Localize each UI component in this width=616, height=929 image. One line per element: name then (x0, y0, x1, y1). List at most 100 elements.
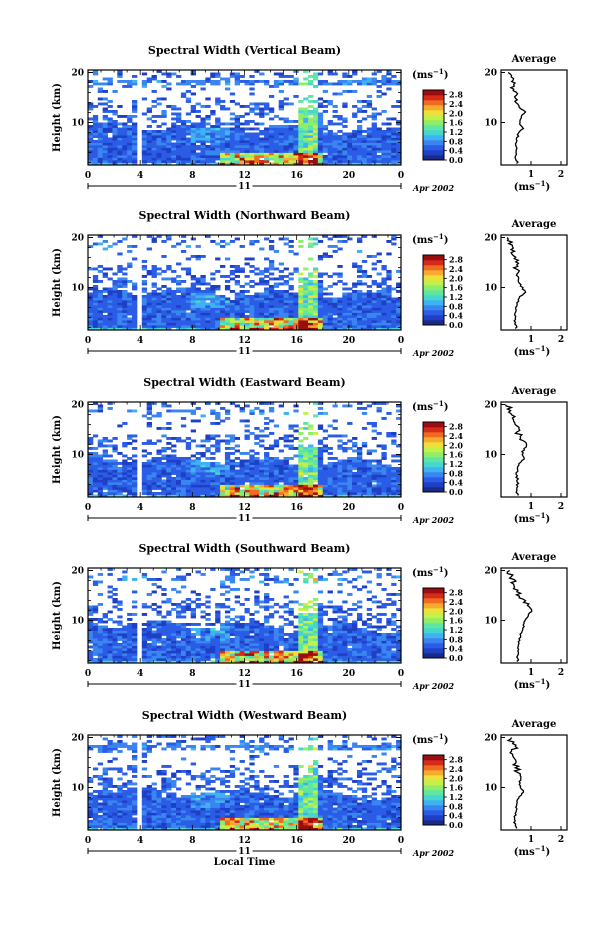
heatmap-cell (112, 464, 118, 468)
heatmap-cell (342, 105, 348, 108)
heatmap-cell (151, 90, 157, 93)
heatmap-cell (239, 140, 245, 143)
heatmap-cell (215, 135, 221, 138)
heatmap-cell (308, 160, 314, 163)
heatmap-cell (205, 162, 211, 166)
heatmap-cell (200, 295, 206, 298)
heatmap-cell (293, 95, 299, 98)
heatmap-cell (322, 325, 329, 328)
heatmap-cell (151, 462, 157, 465)
heatmap-cell (156, 439, 162, 443)
heatmap-cell (171, 409, 177, 413)
heatmap-cell (312, 150, 319, 153)
heatmap-cell (278, 404, 285, 408)
heatmap-cell (303, 70, 309, 73)
heatmap-cell (166, 467, 172, 470)
heatmap-cell (249, 494, 255, 498)
heatmap-cell (293, 454, 299, 458)
heatmap-cell (205, 477, 211, 480)
heatmap-cell (171, 467, 177, 470)
heatmap-cell (273, 152, 280, 156)
heatmap-cell (327, 150, 333, 153)
heatmap-cell (234, 115, 241, 118)
heatmap-cell (327, 147, 333, 151)
heatmap-cells (88, 402, 402, 498)
heatmap-cell (195, 125, 201, 128)
heatmap-cell (264, 102, 270, 106)
heatmap-cell (268, 142, 275, 146)
heatmap-cell (308, 472, 314, 475)
heatmap-cell (151, 135, 157, 138)
heatmap-cell (288, 312, 294, 316)
heatmap-cell (166, 653, 172, 656)
heatmap-cell (224, 464, 231, 468)
heatmap-cell (268, 447, 275, 450)
heatmap-cell (273, 155, 280, 158)
heatmap-cell (185, 267, 192, 271)
heatmap-cell (322, 127, 329, 131)
heatmap-cell (376, 142, 382, 146)
y-axis-label: Height (km) (52, 248, 63, 317)
heatmap-cell (308, 444, 314, 448)
heatmap-cell (244, 147, 250, 151)
heatmap-cell (264, 322, 270, 326)
heatmap-cell (190, 282, 196, 286)
colorbar-tick-label: 1.2 (449, 127, 463, 137)
heatmap-cell (317, 479, 324, 483)
heatmap-cell (234, 474, 241, 478)
heatmap-cell (303, 267, 309, 271)
heatmap-cell (283, 489, 289, 493)
heatmap-cell (122, 130, 128, 133)
heatmap-cell (156, 630, 162, 634)
heatmap-cell (366, 100, 373, 103)
heatmap-cell (185, 645, 192, 649)
heatmap-cell (327, 155, 333, 158)
heatmap-cell (283, 280, 289, 283)
heatmap-cell (229, 92, 236, 96)
heatmap-cell (381, 162, 387, 166)
heatmap-cell (205, 437, 211, 440)
heatmap-cell (376, 479, 382, 483)
heatmap-cell (97, 270, 104, 273)
heatmap-cell (171, 320, 177, 323)
heatmap-cell (303, 494, 309, 498)
heatmap-cell (381, 315, 387, 318)
heatmap-cell (112, 287, 118, 291)
heatmap-cell (391, 155, 397, 158)
heatmap-cell (102, 275, 108, 278)
heatmap-cell (190, 467, 196, 470)
heatmap-cell (234, 265, 241, 268)
heatmap-cell (312, 449, 319, 453)
heatmap-cell (381, 322, 387, 326)
heatmap-cell (317, 474, 324, 478)
heatmap-cell (312, 270, 319, 273)
heatmap-cell (161, 492, 167, 495)
heatmap-cell (347, 315, 353, 318)
heatmap-cell (127, 80, 133, 83)
heatmap-cell (254, 325, 260, 328)
heatmap-cell (361, 292, 368, 296)
heatmap-cell (381, 75, 387, 78)
heatmap-cell (322, 492, 329, 495)
heatmap-cell (298, 135, 304, 138)
heatmap-cell (283, 130, 289, 133)
heatmap-cell (371, 125, 377, 128)
heatmap-cell (146, 150, 152, 153)
heatmap-cell (132, 300, 138, 303)
heatmap-cell (200, 147, 206, 151)
heatmap-cell (102, 635, 108, 639)
heatmap-cell (122, 320, 128, 323)
avg-unit-base: (ms (514, 347, 535, 358)
heatmap-cell (278, 484, 285, 488)
heatmap-cell (220, 265, 226, 268)
colorbar-tick-label: 2.4 (449, 431, 463, 441)
heatmap-cell (293, 120, 299, 123)
heatmap-cell (303, 280, 309, 283)
heatmap-cell (97, 482, 104, 485)
heatmap-cell (200, 492, 206, 495)
heatmap-cell (234, 489, 241, 493)
heatmap-cell (264, 275, 270, 278)
heatmap-cell (92, 295, 99, 298)
heatmap-cell (361, 150, 368, 153)
